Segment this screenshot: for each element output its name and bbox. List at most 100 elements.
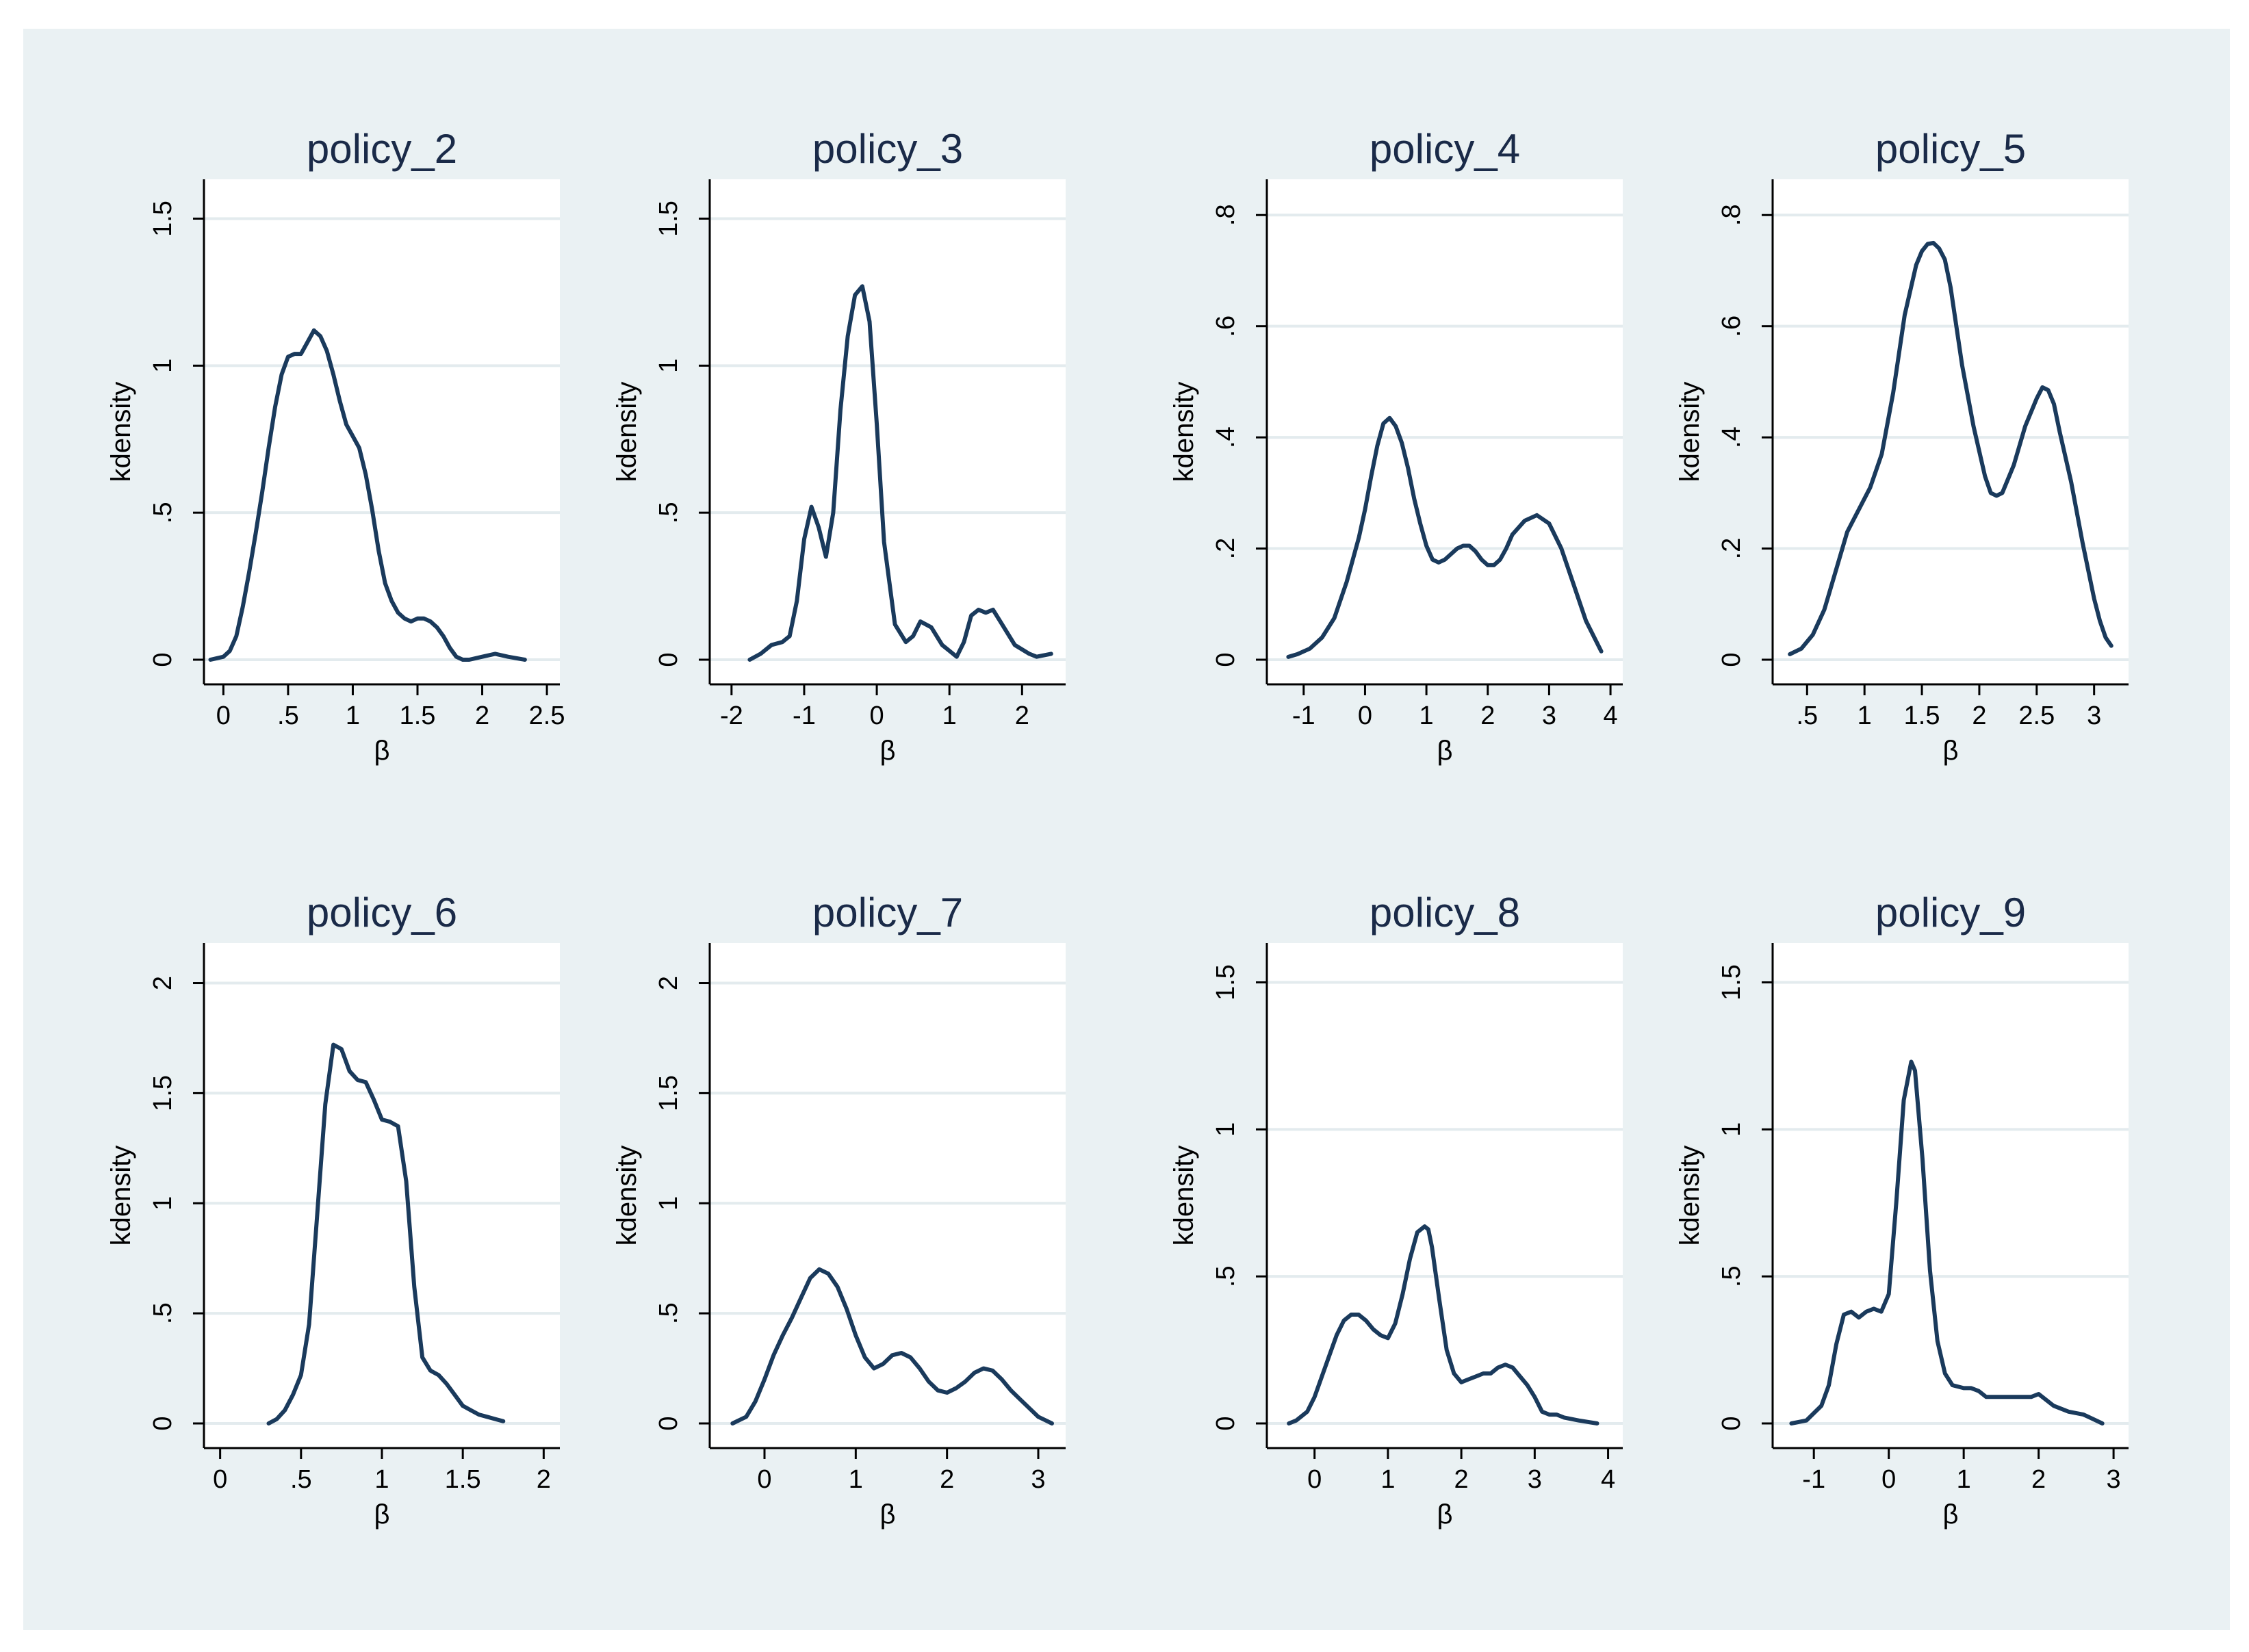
chart-panel-policy_9: 0 .5 1 1.5 -1 0 1 2 3 policy_9 β kdensity [1675, 890, 2129, 1530]
chart-title: policy_4 [1370, 126, 1520, 172]
x-tick-label: 2 [537, 1465, 551, 1494]
chart-grid: 0 .5 1 1.5 0 .5 1 1.5 2 2.5 policy_2 β kdensity 0 .5 1 1… [106, 126, 2129, 1530]
x-tick-label: -2 [720, 701, 743, 730]
chart-title: policy_8 [1370, 890, 1520, 935]
x-tick-label: 3 [2087, 701, 2101, 730]
x-tick-label: 1 [849, 1465, 863, 1494]
plot-area [1773, 943, 2129, 1448]
x-tick-label: 1.5 [445, 1465, 481, 1494]
x-tick-label: 1 [1858, 701, 1872, 730]
density-curve [747, 284, 1053, 662]
y-tick-label: .8 [1717, 204, 1746, 226]
chart-title: policy_5 [1875, 126, 2026, 172]
x-tick-label: 2 [1972, 701, 1986, 730]
y-tick-label: 1.5 [149, 1075, 177, 1111]
y-tick-label: .6 [1211, 315, 1240, 337]
x-tick-label: 1.5 [1904, 701, 1940, 730]
y-tick-label: .4 [1211, 426, 1240, 448]
chart-title: policy_9 [1875, 890, 2026, 935]
x-tick-label: 1 [1380, 1465, 1395, 1494]
x-tick-label: -1 [1802, 1465, 1825, 1494]
x-tick-label: 0 [757, 1465, 771, 1494]
y-tick-label: 0 [1717, 652, 1746, 667]
x-tick-label: 2 [1454, 1465, 1469, 1494]
chart-title: policy_3 [812, 126, 963, 172]
x-tick-label: 2 [940, 1465, 954, 1494]
x-tick-label: 4 [1601, 1465, 1615, 1494]
x-axis-label: β [1942, 1499, 1958, 1530]
y-tick-label: 1.5 [149, 201, 177, 237]
y-axis-label: kdensity [612, 1146, 642, 1246]
y-tick-label: 0 [654, 1416, 683, 1430]
x-tick-label: 0 [1307, 1465, 1322, 1494]
y-tick-label: 0 [1211, 652, 1240, 667]
y-tick-label: .4 [1717, 426, 1746, 448]
x-tick-label: 0 [1358, 701, 1372, 730]
plot-area [710, 943, 1066, 1448]
y-axis-label: kdensity [106, 1146, 136, 1246]
chart-panel-policy_8: 0 .5 1 1.5 0 1 2 3 4 policy_8 β kdensity [1169, 890, 1623, 1530]
y-tick-label: 1.5 [654, 201, 683, 237]
y-tick-label: 1.5 [654, 1075, 683, 1111]
x-tick-label: -1 [793, 701, 816, 730]
x-tick-label: -1 [1292, 701, 1315, 730]
chart-panel-policy_3: 0 .5 1 1.5 -2 -1 0 1 2 policy_3 β kdensity [612, 126, 1066, 766]
x-tick-label: 2.5 [2018, 701, 2055, 730]
x-tick-label: 0 [870, 701, 884, 730]
y-tick-label: 1.5 [1211, 964, 1240, 1001]
x-tick-label: 2 [1015, 701, 1029, 730]
y-tick-label: .5 [654, 502, 683, 524]
y-tick-label: 1.5 [1717, 964, 1746, 1001]
plot-area [1773, 179, 2129, 684]
x-tick-label: 1 [942, 701, 957, 730]
y-axis-label: kdensity [106, 382, 136, 482]
plot-area [204, 943, 560, 1448]
y-tick-label: .2 [1717, 538, 1746, 560]
y-tick-label: .8 [1211, 204, 1240, 226]
plot-area [1267, 943, 1623, 1448]
x-tick-label: 1 [1957, 1465, 1971, 1494]
x-axis-label: β [374, 736, 389, 766]
x-tick-label: 1.5 [400, 701, 436, 730]
y-tick-label: .5 [1211, 1265, 1240, 1287]
x-axis-label: β [879, 1499, 895, 1530]
density-curve [266, 1042, 506, 1425]
y-tick-label: 0 [654, 652, 683, 667]
y-axis-label: kdensity [1675, 382, 1705, 482]
y-tick-label: 1 [654, 359, 683, 373]
y-axis-label: kdensity [1675, 1146, 1705, 1246]
chart-panel-policy_2: 0 .5 1 1.5 0 .5 1 1.5 2 2.5 policy_2 β kdensity [106, 126, 565, 766]
density-curve [208, 328, 527, 662]
figure-background: 0 .5 1 1.5 0 .5 1 1.5 2 2.5 policy_2 β kdensity 0 .5 1 1… [23, 29, 2230, 1630]
chart-panel-policy_7: 0 .5 1 1.5 2 0 1 2 3 policy_7 β kdensity [612, 890, 1066, 1530]
y-tick-label: 0 [1211, 1416, 1240, 1430]
x-tick-label: 0 [213, 1465, 227, 1494]
x-tick-label: 1 [346, 701, 360, 730]
density-curve [1789, 1059, 2105, 1425]
y-tick-label: 2 [654, 976, 683, 990]
density-curve [1286, 415, 1604, 659]
x-tick-label: 4 [1603, 701, 1617, 730]
y-tick-label: 1 [654, 1196, 683, 1211]
x-tick-label: 1 [1419, 701, 1434, 730]
x-tick-label: 3 [1031, 1465, 1045, 1494]
plot-area [1267, 179, 1623, 684]
chart-title: policy_2 [307, 126, 457, 172]
x-tick-label: 2.5 [529, 701, 565, 730]
y-axis-label: kdensity [1169, 1146, 1199, 1246]
x-axis-label: β [374, 1499, 389, 1530]
x-axis-label: β [879, 736, 895, 766]
chart-title: policy_6 [307, 890, 457, 935]
x-axis-label: β [1942, 736, 1958, 766]
y-tick-label: 0 [1717, 1416, 1746, 1430]
y-tick-label: 0 [149, 1416, 177, 1430]
x-tick-label: 1 [374, 1465, 389, 1494]
y-tick-label: 1 [1717, 1122, 1746, 1137]
y-tick-label: .5 [149, 1302, 177, 1324]
density-curve [1788, 240, 2113, 656]
chart-panel-policy_5: 0 .2 .4 .6 .8 .5 1 1.5 2 2.5 3 policy_5 β kdensity [1675, 126, 2129, 766]
x-tick-label: 3 [1542, 701, 1556, 730]
y-tick-label: .6 [1717, 315, 1746, 337]
y-tick-label: 1 [149, 359, 177, 373]
y-tick-label: .2 [1211, 538, 1240, 560]
